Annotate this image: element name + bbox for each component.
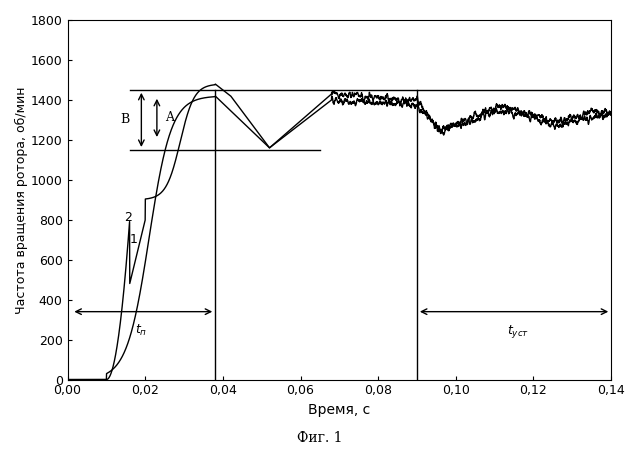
Text: 1: 1 xyxy=(130,233,138,246)
Text: B: B xyxy=(120,113,130,126)
Y-axis label: Частота вращения ротора, об/мин: Частота вращения ротора, об/мин xyxy=(15,86,28,314)
Text: $t_{уст}$: $t_{уст}$ xyxy=(507,323,529,340)
Text: $t_п$: $t_п$ xyxy=(135,323,147,338)
Text: A: A xyxy=(164,112,173,124)
Text: 2: 2 xyxy=(124,211,132,224)
X-axis label: Время, с: Время, с xyxy=(308,403,371,417)
Text: Фиг. 1: Фиг. 1 xyxy=(297,432,343,446)
